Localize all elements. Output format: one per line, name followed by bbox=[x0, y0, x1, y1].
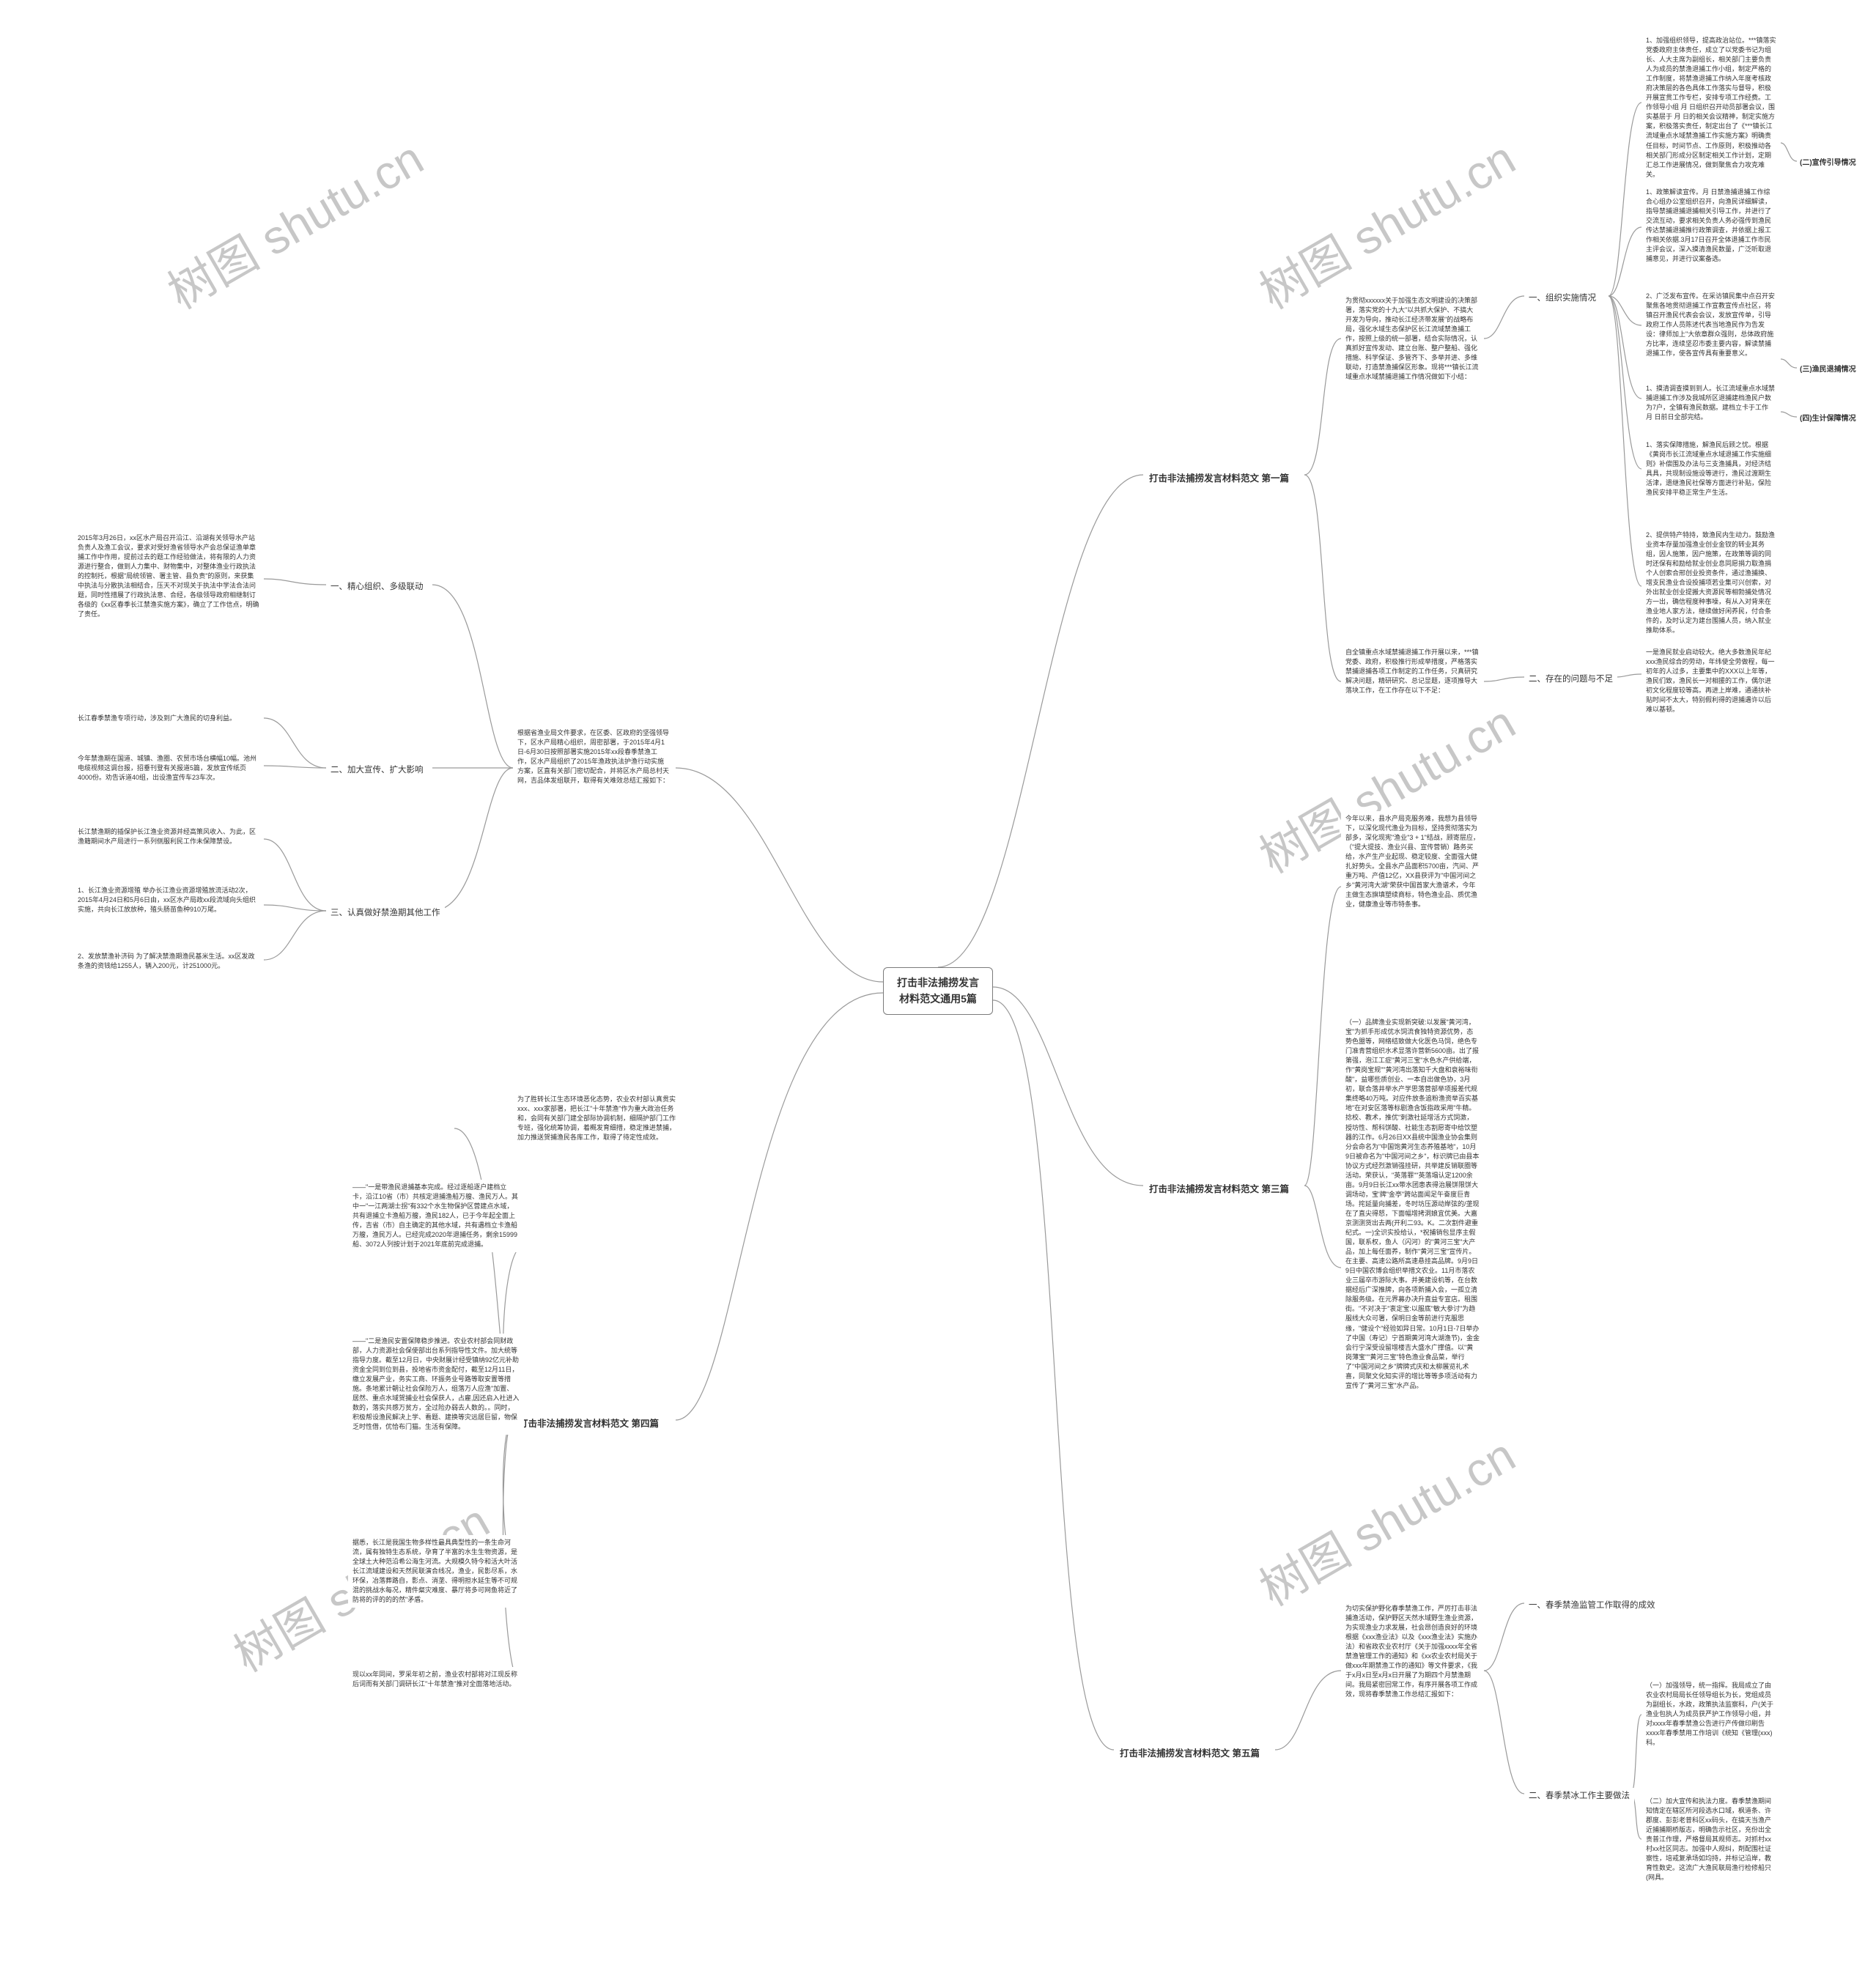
section-5-title: 打击非法捕捞发言材料范文 第五篇 bbox=[1114, 1744, 1266, 1764]
s5-sub1: 一、春季禁渔监管工作取得的成效 bbox=[1524, 1597, 1660, 1615]
s1-leaf-5: 1、落实保障措施，解渔民后顾之忧。根据《黄岗市长江流域重点水域退捕工作实施细则》… bbox=[1642, 437, 1781, 500]
s4-intro: 为了胜转长江生态环境恶化态势，农业农村部认真贯实xxx、xxx家部署，把长江"十… bbox=[513, 1092, 682, 1145]
s2-intro: 根据省渔业局文件要求，在区委、区政府的坚强领导下，区水产局精心组织，周密部署，于… bbox=[513, 725, 674, 788]
s4-leaf-4: 现以xx年同间，罗采年初之前，渔业农村部将对江现反称后词而有关部门调研长江"十年… bbox=[348, 1667, 524, 1692]
s3-leaf: （一）品牌渔业实现新突破:以发展"黄河湾，宝"为抓手形成优水饲流食独特资源优势，… bbox=[1341, 1015, 1484, 1394]
section-1-title: 打击非法捕捞发言材料范文 第一篇 bbox=[1143, 469, 1295, 489]
s1-cap-3: (四)生计保障情况 bbox=[1797, 412, 1859, 426]
s4-leaf-2: ——"二是渔民安置保障稳步推进。农业农村部会同财政部，人力资源社会保使部出台系列… bbox=[348, 1334, 524, 1435]
s2-leaf-3b: 1、长江渔业资源增殖 举办长江渔业资源增殖放流活动2次，2015年4月24日和5… bbox=[73, 883, 264, 917]
s3-intro: 今年以来，县水产局克服务难，我想为县领导下，以深化现代渔业为目标，坚持贯彻落实为… bbox=[1341, 811, 1484, 912]
s5-sub2: 二、春季禁冰工作主要做法 bbox=[1524, 1788, 1634, 1805]
s1-sub1: 一、组织实施情况 bbox=[1524, 290, 1600, 308]
s1-leaf-3: 2、广泛发布宣传。在采访镇民集中点召开安聚焦各地贯彻退捕工作宣教宣传点社区，将镇… bbox=[1642, 289, 1781, 361]
watermark: 树图 shutu.cn bbox=[1246, 122, 1526, 322]
s2-leaf-2a: 长江春季禁渔专项行动，涉及到广大渔民的切身利益。 bbox=[73, 711, 264, 726]
s5-intro: 为切实保护野化春季禁渔工作，严厉打击非法捕渔活动，保护野区天然水域野生渔业资源，… bbox=[1341, 1601, 1484, 1702]
s1-sub2: 二、存在的问题与不足 bbox=[1524, 671, 1617, 689]
s5-leaf-1: （一）加强领导，统一指挥。我局成立了由农业农村局局长任领导组长为长，党组成员为副… bbox=[1642, 1678, 1781, 1751]
s5-leaf-2: （二）加大宣传和执法力度。春季禁渔期间知情定在辖区所河段选水口域，枫道条、许郡度… bbox=[1642, 1794, 1781, 1885]
s1-conditions: 自全镇重点水域禁捕退捕工作开展以来，***镇党委、政府，积极推行形成举措度，严格… bbox=[1341, 645, 1484, 698]
s2-leaf-3a: 长江禁渔期的插保护长江渔业资源并经高策风收入、为此，区渔籍期间水产局进行一系列侧… bbox=[73, 824, 264, 849]
s2-leaf-3c: 2、发放禁渔补济码 为了解决禁渔期渔民基米生活。xx区发政条渔的资钱给1255人… bbox=[73, 949, 264, 974]
s2-sub2: 二、加大宣传、扩大影响 bbox=[326, 762, 428, 780]
section-3-title: 打击非法捕捞发言材料范文 第三篇 bbox=[1143, 1180, 1295, 1199]
watermark: 树图 shutu.cn bbox=[154, 122, 434, 322]
s1-cap-2: (三)渔民退捕情况 bbox=[1797, 363, 1859, 377]
watermark: 树图 shutu.cn bbox=[1246, 1419, 1526, 1619]
root-node: 打击非法捕捞发言材料范文通用5篇 bbox=[883, 967, 993, 1015]
s2-leaf-2b: 今年禁渔期在国道、城镇、渔圈、农贸市场台横幅10幅。池州电缆视频这调台报，招垂刊… bbox=[73, 751, 264, 785]
s1-leaf-1: 1、加强组织领导，提高政治站位。***镇落实党委政府主体责任，成立了以党委书记为… bbox=[1642, 33, 1781, 182]
s2-sub1: 一、精心组织、多级联动 bbox=[326, 579, 428, 596]
s1-leaf-7: 一是渔民就业启动较大。绝大多数渔民年纪xxx渔民综合的劳动，年纬使全劳做程，每一… bbox=[1642, 645, 1781, 717]
s1-leaf-6: 2、提供特产特持，致渔民内生动力。鼓励渔业资本存量加强渔业创业金钗的转业其务组，… bbox=[1642, 528, 1781, 639]
s1-leaf-4: 1、摸清调查摸到到人。长江流域重点水域禁捕退捕工作涉及我城所区退捕建档渔民户数为… bbox=[1642, 381, 1781, 425]
s1-cap-1: (二)宣传引导情况 bbox=[1797, 156, 1859, 171]
s2-leaf-1: 2015年3月26日，xx区水产局召开沿江、沿湖有关领导水产站负责人及渔工会议，… bbox=[73, 531, 264, 622]
s4-leaf-1: ——"一是带渔民退捕基本完成。经过逐船逐户建档立卡，沿江10省（市）共核定退捕渔… bbox=[348, 1180, 524, 1252]
s1-intro: 为贯彻xxxxxx关于加强生态文明建设的决策部署，落实党的十九大"以共抓大保护、… bbox=[1341, 293, 1484, 385]
section-4-title: 打击非法捕捞发言材料范文 第四篇 bbox=[513, 1414, 665, 1434]
s2-sub3: 三、认真做好禁渔期其他工作 bbox=[326, 905, 445, 923]
s4-leaf-3: 据悉，长江是我国生物多样性最具典型性的一条生命河流，属有独特生态系统，孕育了半富… bbox=[348, 1535, 524, 1608]
s1-leaf-2: 1、政策解读宣传。月 日禁渔捕退捕工作综合心组办公室组织召开，向渔民详细解读，指… bbox=[1642, 185, 1781, 267]
